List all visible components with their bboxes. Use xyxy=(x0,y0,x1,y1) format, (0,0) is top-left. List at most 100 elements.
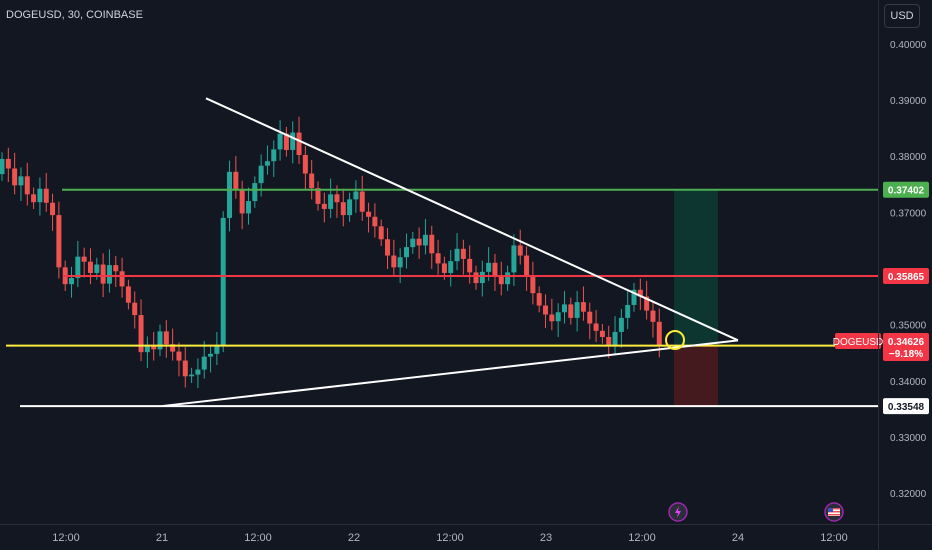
candle-body xyxy=(593,323,599,331)
candle-body xyxy=(138,315,144,353)
candle-body xyxy=(441,263,447,273)
candle-body xyxy=(12,168,18,186)
y-tick-label: 0.32000 xyxy=(890,489,927,500)
candle-body xyxy=(587,311,593,324)
lightning-event-icon[interactable] xyxy=(668,502,688,522)
candle-body xyxy=(144,345,150,353)
stop-zone xyxy=(674,345,718,407)
candle-body xyxy=(448,261,454,273)
price-label: 0.35865 xyxy=(888,272,925,283)
candle-body xyxy=(536,293,542,306)
candle-body xyxy=(100,264,106,284)
candle-body xyxy=(214,345,220,354)
y-tick-label: 0.35000 xyxy=(890,321,927,332)
candle-body xyxy=(574,302,580,318)
candle-body xyxy=(170,344,176,352)
candle-body xyxy=(517,245,523,256)
x-tick-label: 12:00 xyxy=(436,532,464,544)
candle-body xyxy=(233,171,239,190)
candle-body xyxy=(321,203,327,209)
candle-body xyxy=(309,173,315,189)
candle-body xyxy=(125,286,131,303)
price-label-bg xyxy=(883,181,929,198)
candle-body xyxy=(195,369,201,375)
candle-body xyxy=(106,265,112,284)
candle-body xyxy=(283,133,289,150)
candle-body xyxy=(618,317,624,332)
trendline xyxy=(161,339,739,408)
candle-body xyxy=(530,275,536,294)
candle-body xyxy=(87,261,93,273)
candle-body xyxy=(290,132,296,150)
candle-body xyxy=(479,271,485,284)
candle-body xyxy=(201,356,207,370)
x-tick-label: 21 xyxy=(156,532,168,544)
candle-body xyxy=(315,188,321,204)
chart-title: DOGEUSD, 30, COINBASE xyxy=(6,9,143,21)
currency-button[interactable]: USD xyxy=(884,4,920,28)
symbol-badge-name: DOGEUSD xyxy=(833,337,884,348)
candle-body xyxy=(410,238,416,248)
target-zone xyxy=(674,189,718,346)
candle-body xyxy=(549,314,555,322)
candle-body xyxy=(511,245,517,273)
candle-body xyxy=(353,191,359,200)
symbol-badge-price: 0.34626 xyxy=(888,337,925,348)
candle-body xyxy=(157,331,163,350)
candle-body xyxy=(631,289,637,305)
candle-body xyxy=(220,217,226,346)
candle-body xyxy=(656,321,662,346)
candle-body xyxy=(486,262,492,272)
candle-body xyxy=(543,305,549,315)
candle-body xyxy=(182,360,188,377)
candle-body xyxy=(397,257,403,268)
candle-body xyxy=(113,265,119,272)
candle-body xyxy=(359,191,365,212)
candle-body xyxy=(245,201,251,214)
candle-body xyxy=(302,155,308,174)
candle-body xyxy=(385,239,391,256)
candle-body xyxy=(644,296,650,311)
price-label-bg xyxy=(883,398,929,415)
candle-body xyxy=(498,275,504,285)
candle-body xyxy=(75,256,81,279)
symbol-badge-name-bg xyxy=(835,333,881,349)
candle-body xyxy=(524,255,530,276)
candle-body xyxy=(252,183,258,202)
candle-body xyxy=(37,188,43,203)
y-tick-label: 0.38000 xyxy=(890,152,927,163)
candle-body xyxy=(43,188,49,203)
candle-body xyxy=(561,304,567,313)
price-label: 0.33548 xyxy=(888,402,925,413)
candle-body xyxy=(208,353,214,357)
y-tick-label: 0.37000 xyxy=(890,208,927,219)
candle-body xyxy=(391,255,397,268)
candle-body xyxy=(334,194,340,203)
highlight-circle xyxy=(665,330,685,350)
trendline xyxy=(205,97,739,342)
symbol-badge-change: −9.18% xyxy=(889,349,923,360)
candle-body xyxy=(24,176,30,195)
candle-body xyxy=(555,312,561,322)
candle-body xyxy=(239,189,245,214)
candle-body xyxy=(460,248,466,259)
candle-body xyxy=(435,253,441,264)
y-tick-label: 0.40000 xyxy=(890,40,927,51)
candle-body xyxy=(429,234,435,254)
candle-body xyxy=(163,331,169,345)
x-tick-label: 23 xyxy=(540,532,552,544)
y-tick-label: 0.33000 xyxy=(890,433,927,444)
candle-body xyxy=(258,165,264,184)
candle-body xyxy=(151,345,157,350)
price-axis-divider xyxy=(878,0,879,550)
candle-body xyxy=(132,302,138,316)
x-tick-label: 12:00 xyxy=(52,532,80,544)
us-flag-event-icon[interactable] xyxy=(824,502,844,522)
candle-body xyxy=(612,331,618,345)
candle-body xyxy=(296,132,302,156)
candle-body xyxy=(94,264,100,273)
x-tick-label: 12:00 xyxy=(244,532,272,544)
candle-body xyxy=(366,211,372,217)
candle-body xyxy=(454,248,460,262)
